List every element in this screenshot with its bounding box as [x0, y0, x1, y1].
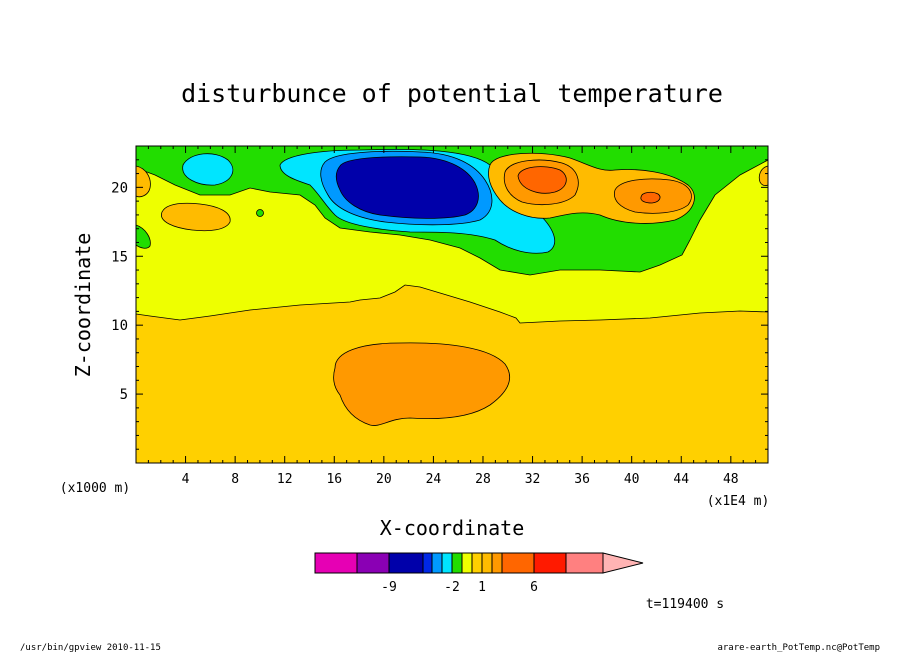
fill-navy-region: [335, 156, 479, 219]
y-tick-label: 5: [120, 387, 128, 403]
x-tick-label: 20: [376, 472, 392, 487]
fill-darkorange-dot: [640, 191, 661, 204]
x-tick-label: 8: [231, 472, 239, 487]
fill-green-left-patch: [136, 224, 151, 249]
footer-right: arare-earth_PotTemp.nc@PotTemp: [717, 643, 880, 653]
x-tick-label: 44: [673, 472, 689, 487]
contour-fills: [136, 146, 768, 463]
colorbar-label: -9: [381, 580, 397, 595]
x-tick-label: 4: [182, 472, 190, 487]
y-unit-label: (x1000 m): [60, 481, 130, 496]
footer-left: /usr/bin/gpview 2010-11-15: [20, 643, 161, 653]
colorbar-swatch: [314, 552, 358, 574]
colorbar-swatch: [451, 552, 463, 574]
fill-warm-edge-left: [136, 165, 151, 198]
colorbar-label: 1: [478, 580, 486, 595]
x-tick-label: 32: [525, 472, 541, 487]
colorbar-swatch: [533, 552, 567, 574]
y-tick-label: 10: [111, 318, 128, 334]
colorbar-swatch: [431, 552, 443, 574]
x-tick-label: 24: [426, 472, 442, 487]
y-axis-label: Z-coordinate: [71, 233, 95, 378]
fill-warm-edge-right: [758, 165, 768, 186]
colorbar-swatch: [491, 552, 503, 574]
y-tick-label: 20: [111, 180, 128, 196]
x-tick-label: 48: [723, 472, 739, 487]
colorbar-swatch: [388, 552, 424, 574]
fill-cyan-left-blob: [182, 153, 234, 186]
colorbar-swatch: [422, 552, 433, 574]
fill-darkorange-core: [517, 166, 567, 194]
x-tick-label: 16: [326, 472, 342, 487]
x-unit-label: (x1E4 m): [707, 494, 770, 509]
colorbar-swatch: [441, 552, 453, 574]
y-axis: 5 10 15 20: [111, 159, 768, 450]
colorbar: -9 -2 1 6: [314, 552, 644, 595]
colorbar-swatch: [471, 552, 483, 574]
colorbar-swatch: [461, 552, 473, 574]
fill-warm-blob-lower: [333, 342, 510, 426]
fill-warm-left-blob: [161, 202, 231, 232]
time-annotation: t=119400 s: [646, 597, 724, 612]
colorbar-swatch: [565, 552, 604, 574]
x-tick-label: 40: [624, 472, 640, 487]
colorbar-swatch: [501, 552, 535, 574]
colorbar-label: 6: [530, 580, 538, 595]
colorbar-label: -2: [444, 580, 460, 595]
x-axis: 4 8 12 16 20 24 28 32 36 40 44 48: [147, 146, 757, 487]
x-tick-label: 36: [574, 472, 590, 487]
colorbar-arrow: [602, 552, 644, 574]
plot-frame: [135, 145, 769, 464]
x-tick-label: 28: [475, 472, 491, 487]
colorbar-swatch: [356, 552, 390, 574]
chart-title: disturbunce of potential temperature: [181, 79, 723, 108]
y-tick-label: 15: [111, 249, 128, 265]
x-axis-label: X-coordinate: [380, 516, 525, 540]
colorbar-swatch: [481, 552, 493, 574]
x-tick-label: 12: [277, 472, 293, 487]
fill-green-dot: [256, 209, 264, 217]
